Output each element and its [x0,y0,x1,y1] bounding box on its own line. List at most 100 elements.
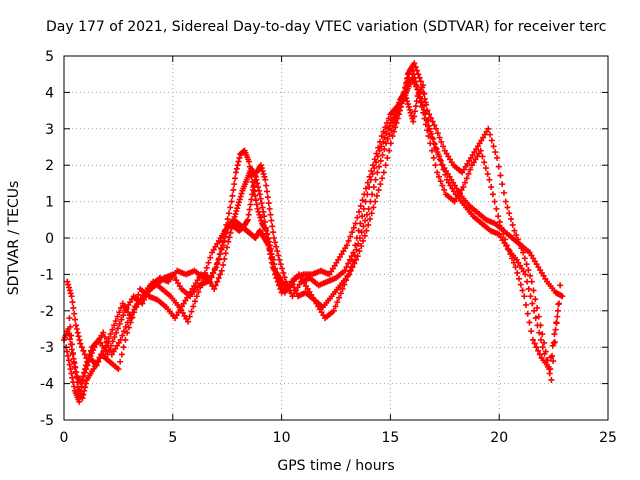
data-point [120,312,127,319]
data-point [66,315,73,322]
data-point [215,275,222,282]
chart-title: Day 177 of 2021, Sidereal Day-to-day VTE… [46,19,606,35]
data-point [373,192,380,199]
x-tick-label: 20 [490,430,508,446]
data-point [223,244,230,251]
data-point [257,214,264,221]
data-point [72,322,79,329]
data-point [372,198,379,205]
data-point [232,210,239,217]
data-point [69,299,76,306]
data-point [191,298,198,305]
data-point [68,370,75,377]
data-point [351,260,358,267]
data-point [363,185,370,192]
data-point [198,280,205,287]
data-point [346,256,353,263]
data-point [495,213,502,220]
data-point [66,287,73,294]
data-point [413,98,420,105]
data-point [422,121,429,128]
data-point [269,253,276,260]
data-point [441,186,448,193]
y-tick-label: -3 [40,340,54,356]
data-point [213,264,220,271]
data-point [80,373,87,380]
data-point [535,347,542,354]
x-tick-label: 15 [381,430,399,446]
data-point [491,198,498,205]
data-point [438,161,445,168]
data-point [228,198,235,205]
data-point [254,205,261,212]
data-point [502,198,509,205]
data-point [73,374,80,381]
data-point [557,282,564,289]
data-point [517,281,524,288]
data-point [420,82,427,89]
data-point [269,256,276,263]
data-point [72,316,79,323]
data-point [118,351,125,358]
data-point [81,387,88,394]
data-point [81,351,88,358]
data-point [377,157,384,164]
data-point [100,329,107,336]
data-point [375,186,382,193]
data-point [403,79,410,86]
data-point [250,186,257,193]
data-point [249,191,256,198]
data-point [549,342,556,349]
data-point [281,274,288,281]
data-point [64,348,71,355]
data-point [237,193,244,200]
data-point [500,189,507,196]
data-point [360,205,367,212]
data-point [79,378,86,385]
data-point [203,264,210,271]
data-point [386,131,393,138]
data-point [412,103,419,110]
data-point [403,75,410,82]
data-point [70,358,77,365]
data-point [214,259,221,266]
data-point [509,255,516,262]
data-point [354,253,361,260]
data-point [279,265,286,272]
data-point [477,147,484,154]
data-point [200,275,207,282]
data-point [530,287,537,294]
data-point [430,154,437,161]
data-point [433,125,440,132]
data-point [270,235,277,241]
data-point [67,336,74,343]
data-point [514,236,521,243]
data-point [258,200,265,207]
data-point [265,200,272,207]
data-point [359,197,366,204]
data-point [64,278,71,285]
data-point [256,191,263,198]
data-point [531,307,538,314]
data-point [225,238,232,245]
data-point [504,204,511,211]
data-point [488,184,495,191]
data-point [465,170,472,177]
data-point [495,163,502,170]
data-point [366,184,373,191]
data-point [493,205,500,212]
data-point [411,60,418,67]
data-point [212,282,219,289]
data-point [67,366,74,373]
data-points [61,60,566,405]
data-point [553,320,560,327]
data-point [272,239,279,246]
data-point [234,162,241,169]
data-point [396,107,403,114]
data-point [67,290,74,297]
data-point [353,235,360,241]
data-point [486,176,493,183]
data-point [369,170,376,177]
data-point [518,245,525,252]
